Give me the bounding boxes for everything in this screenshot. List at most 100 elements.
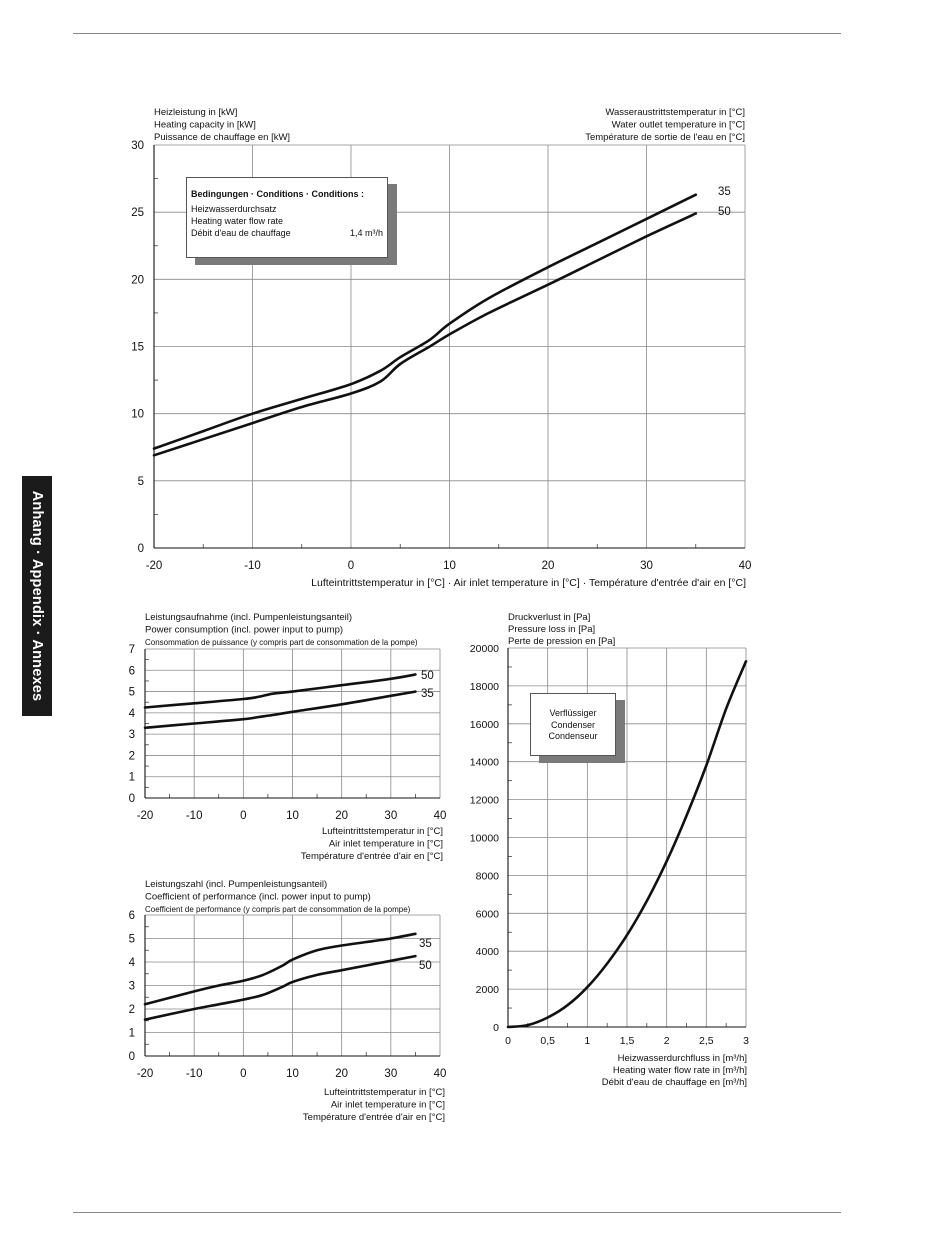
x-tick-label: 1,5 bbox=[620, 1035, 635, 1047]
x-tick-label: 30 bbox=[640, 560, 653, 572]
conditions-box: Bedingungen · Conditions · Conditions : … bbox=[186, 177, 388, 258]
y-tick-label: 4000 bbox=[476, 946, 500, 958]
y-tick-label: 10 bbox=[131, 409, 144, 421]
y-tick-label: 5 bbox=[138, 476, 144, 488]
condenser-line: Condenseur bbox=[548, 731, 598, 741]
series-line bbox=[143, 954, 417, 1021]
y-axis-right-title: Température de sortie de l'eau en [°C] bbox=[585, 132, 745, 143]
series-label: 50 bbox=[421, 670, 434, 682]
y-axis-title: Coefficient de performance (y compris pa… bbox=[145, 905, 411, 914]
bottom-rule bbox=[73, 1212, 841, 1213]
conditions-line: Heizwasserdurchsatz bbox=[191, 204, 277, 214]
y-tick-label: 1 bbox=[129, 1028, 135, 1040]
y-tick-label: 18000 bbox=[470, 681, 499, 693]
series-label: 35 bbox=[718, 186, 731, 198]
x-axis-title: Lufteintrittstemperatur in [°C] bbox=[322, 826, 443, 837]
series-line bbox=[152, 193, 698, 450]
y-tick-label: 8000 bbox=[476, 870, 500, 882]
x-tick-label: 20 bbox=[542, 560, 555, 572]
x-axis-title: Air inlet temperature in [°C] bbox=[329, 839, 443, 850]
y-tick-label: 1 bbox=[129, 772, 135, 784]
x-tick-label: -10 bbox=[186, 1068, 203, 1080]
y-axis-title: Druckverlust in [Pa] bbox=[508, 612, 590, 623]
y-tick-label: 5 bbox=[129, 687, 135, 699]
conditions-title: Bedingungen · Conditions · Conditions : bbox=[191, 189, 364, 199]
x-tick-label: 0 bbox=[505, 1035, 511, 1047]
conditions-value: 1,4 m³/h bbox=[350, 228, 384, 238]
x-axis-title: Heizwasserdurchfluss in [m³/h] bbox=[618, 1053, 747, 1064]
y-axis-title: Leistungsaufnahme (incl. Pumpenleistungs… bbox=[145, 612, 352, 623]
y-tick-label: 0 bbox=[129, 1051, 135, 1063]
y-axis-title: Puissance de chauffage en [kW] bbox=[154, 132, 290, 143]
y-tick-label: 14000 bbox=[470, 757, 499, 769]
x-tick-label: -20 bbox=[137, 810, 154, 822]
series-line bbox=[143, 690, 417, 730]
x-axis-title: Heating water flow rate in [m³/h] bbox=[613, 1065, 747, 1076]
y-tick-label: 20 bbox=[131, 274, 144, 286]
y-tick-label: 0 bbox=[138, 543, 144, 555]
x-axis-title: Température d'entrée d'air en [°C] bbox=[301, 851, 443, 862]
x-tick-label: 20 bbox=[335, 810, 348, 822]
side-tab[interactable]: Anhang · Appendix · Annexes bbox=[22, 476, 52, 716]
y-axis-title: Coefficient of performance (incl. power … bbox=[145, 892, 371, 903]
series-line bbox=[143, 673, 417, 709]
y-tick-label: 2000 bbox=[476, 984, 500, 996]
x-tick-label: 30 bbox=[384, 1068, 397, 1080]
y-tick-label: 16000 bbox=[470, 719, 499, 731]
y-tick-label: 6000 bbox=[476, 908, 500, 920]
y-axis-title: Consommation de puissance (y compris par… bbox=[145, 638, 418, 647]
x-tick-label: 10 bbox=[286, 1068, 299, 1080]
y-axis-title: Power consumption (incl. power input to … bbox=[145, 625, 343, 636]
x-tick-label: 10 bbox=[286, 810, 299, 822]
y-tick-label: 2 bbox=[129, 750, 135, 762]
x-tick-label: -20 bbox=[137, 1068, 154, 1080]
conditions-line-text: Débit d'eau de chauffage bbox=[191, 228, 291, 238]
y-tick-label: 5 bbox=[129, 934, 135, 946]
series-line bbox=[143, 932, 417, 1006]
series-label: 50 bbox=[718, 206, 731, 218]
x-tick-label: 10 bbox=[443, 560, 456, 572]
conditions-line: Débit d'eau de chauffage 1,4 m³/h bbox=[191, 227, 387, 239]
y-tick-label: 6 bbox=[129, 910, 135, 922]
y-tick-label: 4 bbox=[129, 957, 136, 969]
x-tick-label: 2 bbox=[664, 1035, 670, 1047]
y-tick-label: 2 bbox=[129, 1004, 135, 1016]
y-tick-label: 6 bbox=[129, 665, 135, 677]
x-tick-label: 2,5 bbox=[699, 1035, 714, 1047]
x-tick-label: 40 bbox=[434, 810, 447, 822]
x-tick-label: 20 bbox=[335, 1068, 348, 1080]
x-axis-title: Lufteintrittstemperatur in [°C] bbox=[324, 1087, 445, 1098]
y-axis-title: Heating capacity in [kW] bbox=[154, 120, 256, 131]
y-tick-label: 3 bbox=[129, 729, 135, 741]
y-tick-label: 12000 bbox=[470, 795, 499, 807]
x-tick-label: 0 bbox=[348, 560, 354, 572]
y-tick-label: 0 bbox=[129, 793, 135, 805]
x-tick-label: -10 bbox=[244, 560, 261, 572]
x-tick-label: 40 bbox=[434, 1068, 447, 1080]
y-tick-label: 25 bbox=[131, 207, 144, 219]
y-tick-label: 3 bbox=[129, 981, 135, 993]
y-tick-label: 20000 bbox=[470, 643, 499, 655]
series-label: 35 bbox=[421, 688, 434, 700]
x-tick-label: 30 bbox=[384, 810, 397, 822]
y-tick-label: 0 bbox=[493, 1022, 499, 1034]
condenser-line: Condenser bbox=[550, 719, 596, 730]
x-tick-label: 0 bbox=[240, 810, 246, 822]
x-tick-label: 1 bbox=[584, 1035, 590, 1047]
series-line bbox=[152, 212, 698, 457]
x-tick-label: 0 bbox=[240, 1068, 246, 1080]
condenser-line: Verflüssiger bbox=[549, 708, 597, 718]
series-line bbox=[506, 660, 748, 1029]
y-tick-label: 10000 bbox=[470, 833, 499, 845]
y-tick-label: 15 bbox=[131, 342, 144, 354]
x-axis-title: Air inlet temperature in [°C] bbox=[331, 1100, 445, 1111]
x-tick-label: -20 bbox=[146, 560, 163, 572]
x-tick-label: 0,5 bbox=[540, 1035, 555, 1047]
y-axis-title: Perte de pression en [Pa] bbox=[508, 636, 615, 647]
series-label: 50 bbox=[419, 960, 432, 972]
y-axis-right-title: Water outlet temperature in [°C] bbox=[612, 120, 745, 131]
x-axis-title: Débit d'eau de chauffage en [m³/h] bbox=[602, 1077, 747, 1088]
y-tick-label: 30 bbox=[131, 140, 144, 152]
x-tick-label: 40 bbox=[739, 560, 752, 572]
series-label: 35 bbox=[419, 938, 432, 950]
